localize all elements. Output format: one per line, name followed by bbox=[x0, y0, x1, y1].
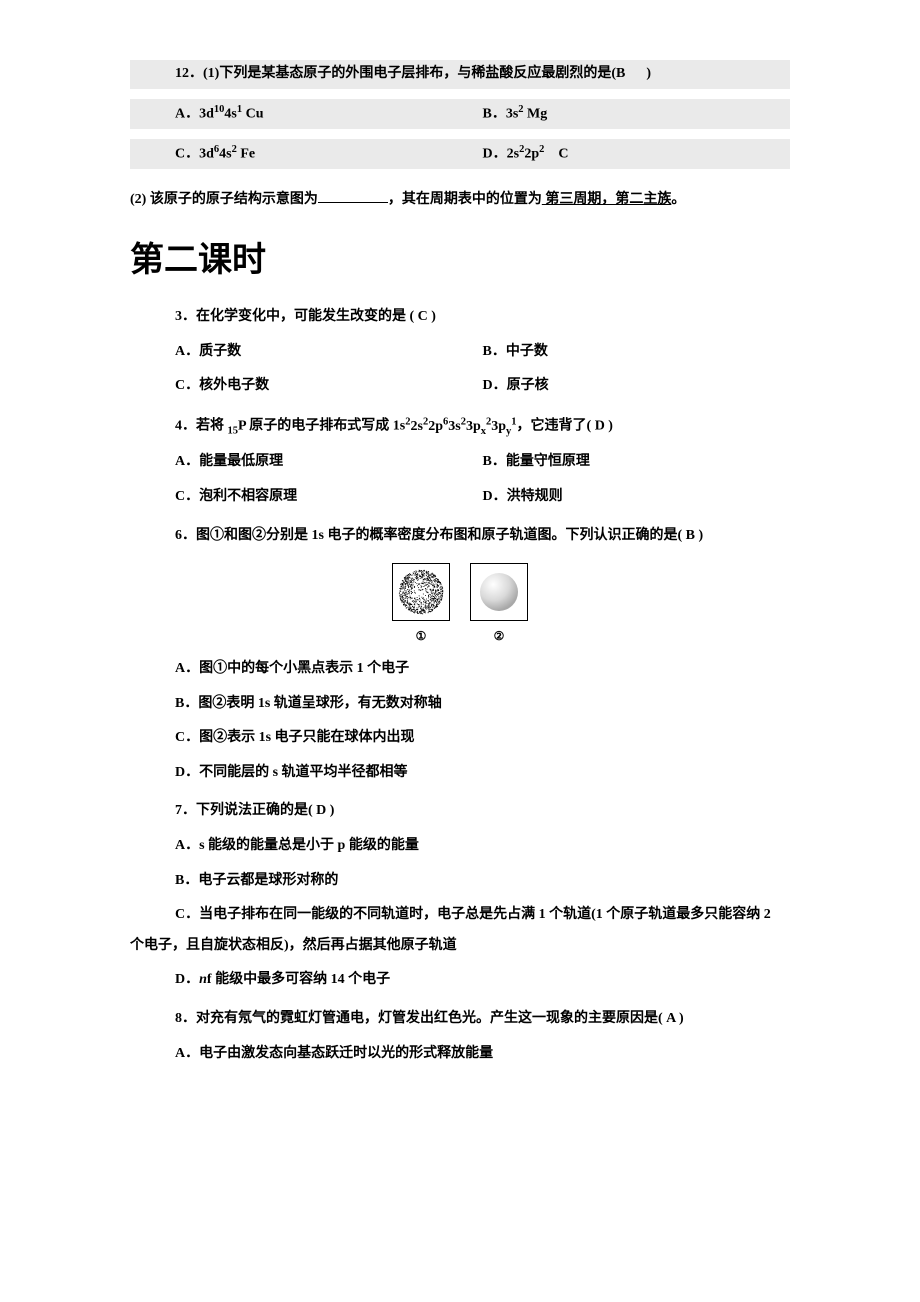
q6-stem: 6．图①和图②分别是 1s 电子的概率密度分布图和原子轨道图。下列认识正确的是(… bbox=[130, 523, 790, 550]
figure-1-label: ① bbox=[416, 625, 427, 648]
option-text: Cu bbox=[242, 106, 263, 121]
text: D． bbox=[175, 972, 199, 987]
q4-option-c: C．泡利不相容原理 bbox=[175, 484, 483, 511]
q12-part2: (2) 该原子的原子结构示意图为 ，其在周期表中的位置为 第三周期，第二主族。 bbox=[130, 187, 790, 214]
q4-option-a: A．能量最低原理 bbox=[175, 449, 483, 476]
q6-option-d: D．不同能层的 s 轨道平均半径都相等 bbox=[130, 760, 790, 787]
sub: 15 bbox=[228, 426, 239, 437]
q12-option-c: C．3d64s2 Fe bbox=[175, 140, 483, 168]
q4-option-d: D．洪特规则 bbox=[483, 484, 791, 511]
q3-row-2: C．核外电子数 D．原子核 bbox=[130, 373, 790, 400]
q8-option-a: A．电子由激发态向基态跃迁时以光的形式释放能量 bbox=[130, 1041, 790, 1068]
q3-option-d: D．原子核 bbox=[483, 373, 791, 400]
italic-n: n bbox=[199, 972, 207, 987]
option-text: C．3d bbox=[175, 147, 214, 162]
option-text: B．3s bbox=[483, 106, 519, 121]
figure-2-label: ② bbox=[494, 625, 505, 648]
q7-option-c-line1: C．当电子排布在同一能级的不同轨道时，电子总是先占满 1 个轨道(1 个原子轨道… bbox=[130, 902, 790, 929]
q6-figures: ① ② bbox=[130, 563, 790, 648]
sup: 10 bbox=[214, 104, 225, 115]
option-text: A．3d bbox=[175, 106, 214, 121]
q12-stem-text: 12．(1)下列是某基态原子的外围电子层排布，与稀盐酸反应最剧烈的是(B bbox=[175, 66, 625, 81]
q6-option-a: A．图①中的每个小黑点表示 1 个电子 bbox=[130, 656, 790, 683]
option-text: Mg bbox=[524, 106, 548, 121]
option-text: D．2s bbox=[483, 147, 520, 162]
q12-stem: 12．(1)下列是某基态原子的外围电子层排布，与稀盐酸反应最剧烈的是(B ) bbox=[130, 60, 790, 89]
option-text: Fe bbox=[237, 147, 255, 162]
q3-stem: 3．在化学变化中，可能发生改变的是 ( C ) bbox=[130, 304, 790, 331]
q3-option-c: C．核外电子数 bbox=[175, 373, 483, 400]
q12-option-a: A．3d104s1 Cu bbox=[175, 100, 483, 128]
q3-option-a: A．质子数 bbox=[175, 339, 483, 366]
option-text: 4s bbox=[219, 147, 231, 162]
q8-stem: 8．对充有氖气的霓虹灯管通电，灯管发出红色光。产生这一现象的主要原因是( A ) bbox=[130, 1006, 790, 1033]
figure-1-box bbox=[392, 563, 450, 621]
option-text: 4s bbox=[224, 106, 236, 121]
figure-1: ① bbox=[392, 563, 450, 648]
q12-options-row-2: C．3d64s2 Fe D．2s22p2 C bbox=[130, 139, 790, 169]
text: 4．若将 bbox=[175, 419, 228, 434]
electron-config: 22s22p63s23px23py1 bbox=[405, 419, 516, 434]
q7-option-d: D．nf 能级中最多可容纳 14 个电子 bbox=[130, 967, 790, 994]
option-text: C bbox=[544, 147, 568, 162]
option-text: 2p bbox=[524, 147, 539, 162]
section-title: 第二课时 bbox=[130, 228, 790, 293]
q7-option-a: A．s 能级的能量总是小于 p 能级的能量 bbox=[130, 833, 790, 860]
text: 。 bbox=[671, 192, 685, 207]
q3-row-1: A．质子数 B．中子数 bbox=[130, 339, 790, 366]
q7-option-c-line2: 个电子，且自旋状态相反)，然后再占据其他原子轨道 bbox=[130, 933, 790, 960]
underlined-answer: 第三周期，第二主族 bbox=[542, 192, 672, 207]
q6-option-c: C．图②表示 1s 电子只能在球体内出现 bbox=[130, 725, 790, 752]
orbital-sphere-icon bbox=[474, 567, 524, 617]
text: f 能级中最多可容纳 14 个电子 bbox=[207, 972, 390, 987]
q4-option-b: B．能量守恒原理 bbox=[483, 449, 791, 476]
fill-blank bbox=[318, 188, 388, 203]
text: (2) 该原子的原子结构示意图为 bbox=[130, 192, 318, 207]
figure-2: ② bbox=[470, 563, 528, 648]
q7-option-b: B．电子云都是球形对称的 bbox=[130, 868, 790, 895]
q12-option-b: B．3s2 Mg bbox=[483, 100, 791, 128]
q12-options-row-1: A．3d104s1 Cu B．3s2 Mg bbox=[130, 99, 790, 129]
text: ，它违背了( D ) bbox=[517, 419, 613, 434]
q12-stem-tail: ) bbox=[646, 66, 651, 81]
q7-stem: 7．下列说法正确的是( D ) bbox=[130, 798, 790, 825]
text: P 原子的电子排布式写成 1s bbox=[238, 419, 405, 434]
density-cloud-icon bbox=[396, 567, 446, 617]
q6-option-b: B．图②表明 1s 轨道呈球形，有无数对称轴 bbox=[130, 691, 790, 718]
q12-option-d: D．2s22p2 C bbox=[483, 140, 791, 168]
text: ，其在周期表中的位置为 bbox=[388, 192, 542, 207]
q4-row-2: C．泡利不相容原理 D．洪特规则 bbox=[130, 484, 790, 511]
q4-stem: 4．若将 15P 原子的电子排布式写成 1s22s22p63s23px23py1… bbox=[130, 412, 790, 441]
figure-2-box bbox=[470, 563, 528, 621]
q4-row-1: A．能量最低原理 B．能量守恒原理 bbox=[130, 449, 790, 476]
q3-option-b: B．中子数 bbox=[483, 339, 791, 366]
